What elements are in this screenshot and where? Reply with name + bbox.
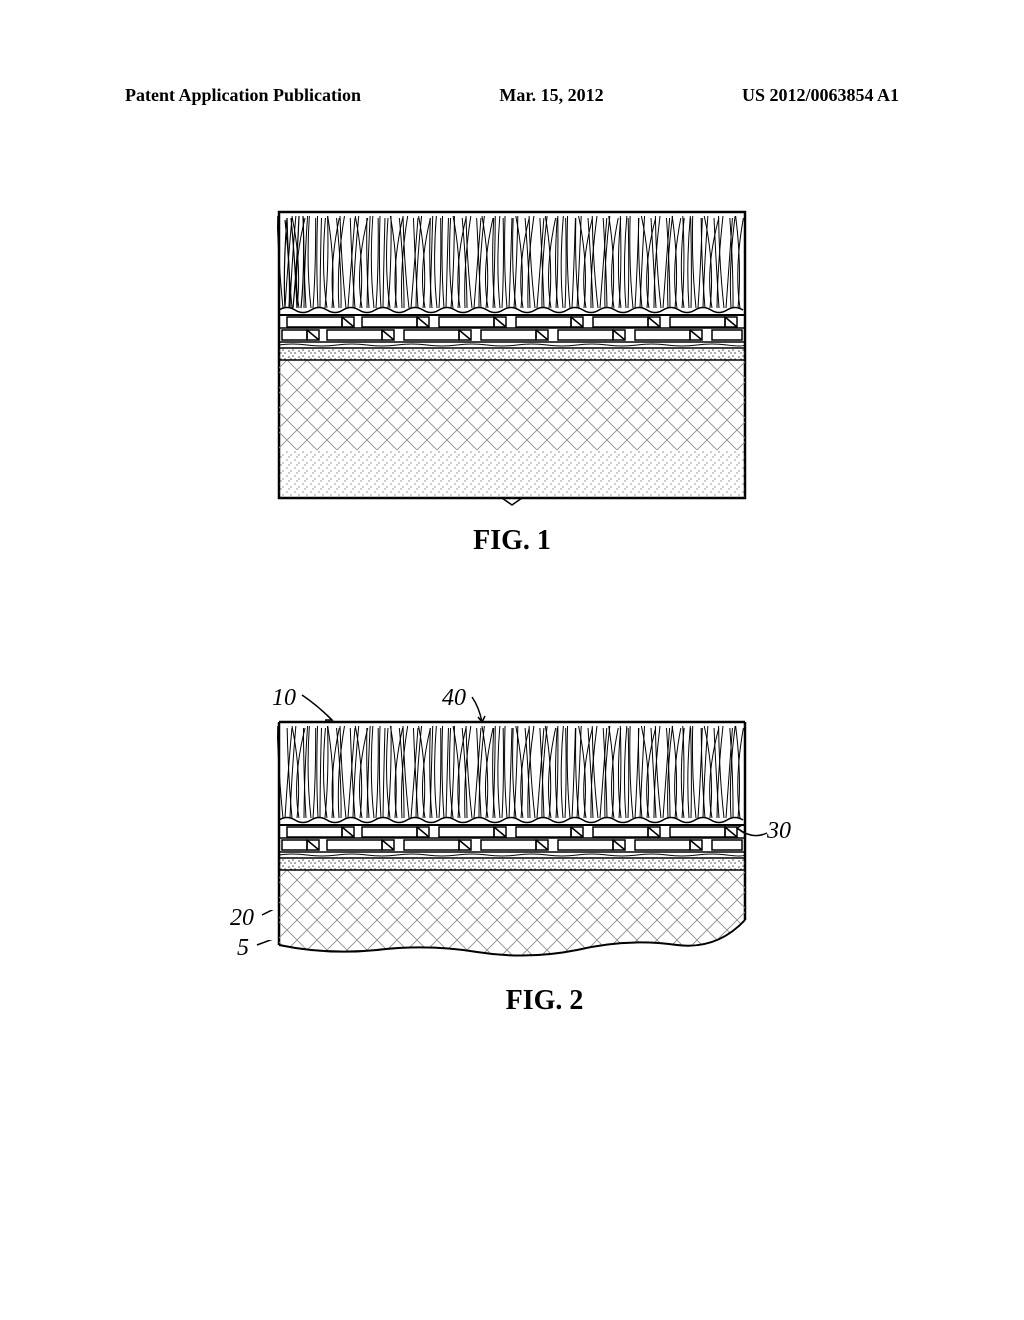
header-left: Patent Application Publication <box>125 85 361 106</box>
figure-2-grass-overlay <box>277 720 747 820</box>
ref-line-20 <box>257 910 307 940</box>
figure-1-caption: FIG. 1 <box>277 525 747 557</box>
ref-label-20: 20 <box>230 905 254 932</box>
header-right: US 2012/0063854 A1 <box>742 85 899 106</box>
figure-2-container: 10 40 30 20 5 <box>212 720 812 1017</box>
ref-arrow-30 <box>732 825 792 875</box>
figure-2-caption: FIG. 2 <box>277 985 812 1017</box>
ref-label-40: 40 <box>442 685 466 712</box>
header-center: Mar. 15, 2012 <box>499 85 603 106</box>
ref-label-5: 5 <box>237 935 249 962</box>
ref-line-5 <box>252 940 302 970</box>
ref-label-10: 10 <box>272 685 296 712</box>
figure-1-grass-overlay <box>277 210 747 310</box>
figure-1-bracket <box>277 495 747 515</box>
patent-header: Patent Application Publication Mar. 15, … <box>0 85 1024 106</box>
figure-1-container: FIG. 1 <box>277 210 747 557</box>
